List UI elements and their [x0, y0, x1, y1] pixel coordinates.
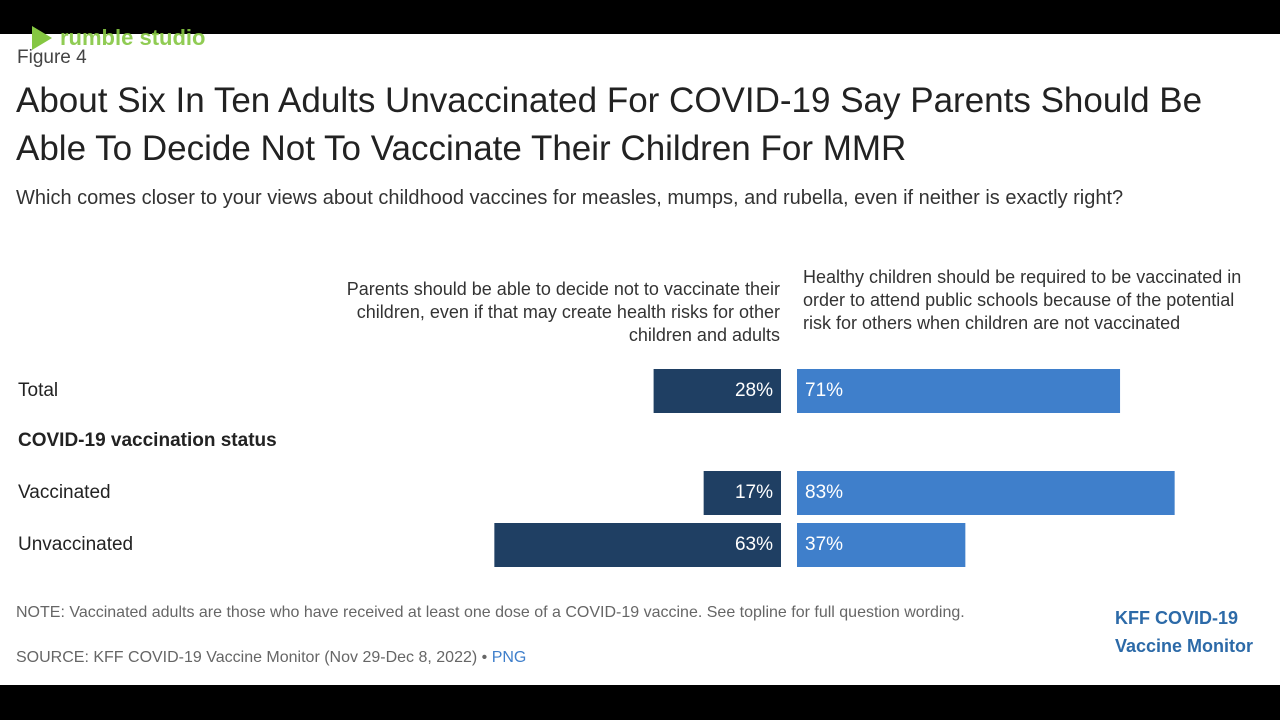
brand: KFF COVID-19	[1115, 608, 1239, 628]
bar	[653, 369, 781, 413]
series-header: Parents should be able to decide not to …	[346, 279, 780, 345]
watermark-icon	[32, 26, 52, 50]
category-label: Unvaccinated	[18, 534, 133, 555]
note: NOTE: Vaccinated adults are those who ha…	[16, 604, 965, 621]
chart-title: About Six In Ten Adults Unvaccinated For…	[16, 81, 1203, 168]
chart-frame: Figure 4 About Six In Ten Adults Unvacci…	[0, 34, 1280, 685]
bar	[494, 523, 781, 567]
source: SOURCE: KFF COVID-19 Vaccine Monitor (No…	[16, 649, 526, 667]
category-label: Vaccinated	[18, 482, 111, 503]
figure-label: Figure 4	[17, 47, 87, 68]
source-text: SOURCE: KFF COVID-19 Vaccine Monitor (No…	[16, 649, 488, 666]
watermark: rumble studio	[60, 25, 205, 50]
value-label: 17%	[735, 482, 773, 503]
bar	[797, 369, 1121, 413]
category-label: Total	[18, 380, 58, 401]
source-link[interactable]: PNG	[491, 649, 527, 666]
bar	[703, 471, 781, 515]
group-label: COVID-19 vaccination status	[18, 430, 277, 451]
value-label: 28%	[735, 380, 773, 401]
bar	[797, 523, 966, 567]
value-label: 71%	[805, 380, 843, 401]
brand: Vaccine Monitor	[1115, 636, 1254, 656]
series-header: Healthy children should be required to b…	[803, 267, 1242, 333]
value-label: 63%	[735, 534, 773, 555]
value-label: 37%	[805, 534, 843, 555]
bar	[797, 471, 1175, 515]
chart-subtitle: Which comes closer to your views about c…	[16, 187, 1124, 209]
value-label: 83%	[805, 482, 843, 503]
